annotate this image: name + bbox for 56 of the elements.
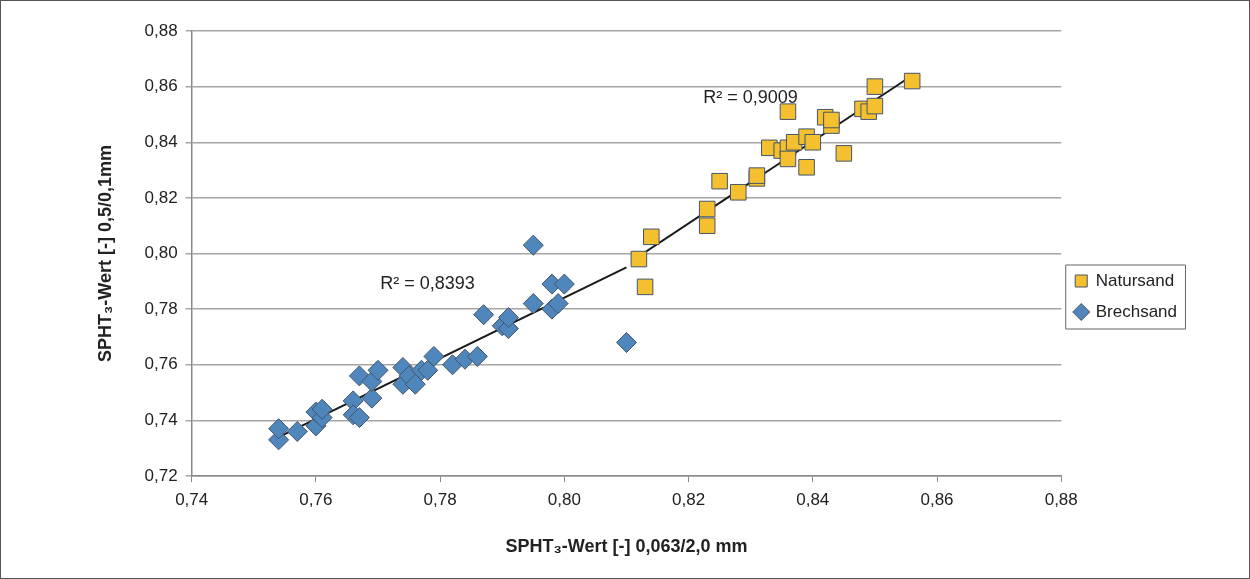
legend-label: Brechsand — [1095, 301, 1178, 321]
annotation: R² = 0,9009 — [703, 86, 798, 107]
point — [268, 418, 290, 440]
point — [615, 332, 637, 353]
x-tick-label: 0,76 — [299, 489, 333, 509]
point — [473, 304, 495, 326]
point — [866, 97, 884, 115]
point — [522, 234, 544, 256]
point — [311, 398, 333, 420]
y-tick-label: 0,82 — [144, 187, 178, 207]
point — [522, 293, 544, 315]
point — [423, 345, 445, 367]
point — [417, 359, 439, 381]
point — [348, 365, 370, 387]
y-axis-title: SPHT₃-Wert [-] 0,5/0,1mm — [94, 144, 115, 363]
point — [636, 278, 654, 296]
point — [286, 421, 308, 442]
y-tick-label: 0,72 — [144, 465, 178, 485]
y-tick-label: 0,84 — [144, 131, 178, 151]
y-tick-label: 0,88 — [144, 20, 178, 40]
y-tick-label: 0,76 — [144, 354, 178, 374]
legend-label: Natursand — [1095, 270, 1175, 290]
x-axis-title: SPHT₃-Wert [-] 0,063/2,0 mm — [505, 536, 748, 557]
point — [466, 345, 488, 367]
point — [404, 373, 426, 395]
point — [698, 200, 716, 218]
point — [553, 273, 575, 295]
x-tick-label: 0,84 — [796, 489, 830, 509]
y-tick-label: 0,80 — [144, 243, 178, 263]
point — [361, 387, 383, 409]
point — [798, 159, 815, 176]
point — [804, 133, 822, 151]
point — [643, 228, 660, 246]
point — [823, 111, 840, 129]
annotation: R² = 0,8393 — [380, 273, 475, 294]
point — [630, 250, 648, 268]
x-tick-label: 0,74 — [175, 489, 209, 509]
x-tick-label: 0,82 — [672, 489, 706, 509]
y-tick-label: 0,78 — [144, 298, 178, 318]
point — [698, 217, 716, 234]
point — [497, 306, 519, 328]
point — [729, 184, 747, 201]
x-tick-label: 0,86 — [920, 489, 954, 509]
y-tick-label: 0,74 — [144, 410, 178, 430]
point — [367, 359, 389, 381]
point — [711, 172, 728, 190]
y-tick-label: 0,86 — [144, 76, 178, 96]
x-tick-label: 0,80 — [547, 489, 581, 509]
x-tick-label: 0,88 — [1044, 489, 1078, 509]
point — [866, 78, 884, 95]
x-tick-label: 0,78 — [423, 489, 457, 509]
point — [547, 293, 569, 315]
point — [348, 407, 370, 429]
point — [835, 145, 853, 162]
point — [779, 150, 797, 168]
point — [903, 72, 921, 90]
